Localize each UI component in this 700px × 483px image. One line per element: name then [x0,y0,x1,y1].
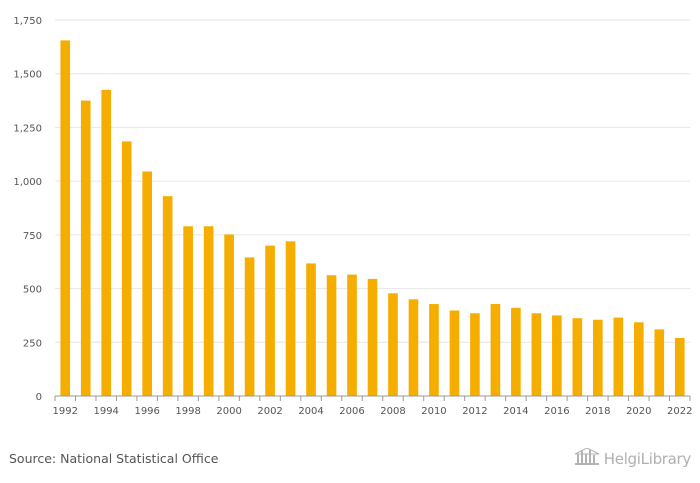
bar-2004 [306,263,316,396]
x-tick-label: 1998 [175,406,200,417]
bar-1992 [60,40,71,396]
bar-2012 [470,313,480,396]
bar-2009 [408,299,419,396]
bar-2007 [367,278,378,396]
x-tick-label: 1994 [93,406,118,417]
bar-2010 [429,304,439,396]
y-tick-label: 0 [36,392,42,403]
x-tick-label: 2002 [257,406,282,417]
y-tick-label: 1,750 [13,16,42,27]
y-tick-label: 750 [23,231,42,242]
x-tick-label: 2014 [503,406,528,417]
bar-2005 [326,275,337,396]
x-tick-label: 2012 [462,406,487,417]
bar-2001 [244,257,255,396]
bar-2019 [613,317,624,396]
footer: Source: National Statistical Office Helg… [0,440,700,483]
bar-1993 [80,100,91,396]
bar-2020 [633,322,644,396]
bar-2016 [552,315,562,396]
y-tick-label: 1,250 [13,123,42,134]
bar-2018 [593,319,603,396]
bar-1997 [162,196,173,396]
gridlines [55,19,690,343]
x-tick-label: 2022 [667,406,692,417]
x-tick-label: 1992 [53,406,78,417]
bar-2014 [511,307,521,396]
x-tick-label: 1996 [134,406,159,417]
brand-name: HelgiLibrary [603,450,692,468]
bar-2015 [531,313,542,396]
y-tick-label: 500 [23,285,42,296]
brand-logo: HelgiLibrary [574,447,692,470]
bar-1998 [183,226,193,396]
bar-2006 [347,274,357,396]
x-tick-label: 2020 [626,406,651,417]
bar-2000 [224,234,234,396]
bar-2008 [388,293,398,396]
y-tick-label: 250 [23,338,42,349]
bars [60,40,685,396]
y-tick-label: 1,500 [13,70,42,81]
x-tick-label: 2008 [380,406,405,417]
bar-2017 [572,318,583,396]
x-tick-label: 2000 [216,406,241,417]
bar-1999 [203,226,214,396]
bar-2002 [265,245,275,396]
x-tick-label: 2016 [544,406,569,417]
x-tick-label: 2006 [339,406,364,417]
y-axis-tick-labels: 0 250 500 750 1,000 1,250 1,500 1,750 [13,16,42,403]
bar-2003 [285,241,296,396]
bar-1995 [121,141,132,396]
y-tick-label: 1,000 [13,177,42,188]
x-axis-ticks: 1992 1994 1996 1998 2000 2002 2004 2006 2008 2010… [53,396,692,417]
x-tick-label: 2004 [298,406,323,417]
x-tick-label: 2018 [585,406,610,417]
x-tick-label: 2010 [421,406,446,417]
bar-2013 [490,304,501,396]
bar-1996 [142,171,152,396]
source-note: Source: National Statistical Office [9,451,219,466]
bar-2022 [674,337,685,396]
bar-2011 [449,310,460,396]
bar-2021 [654,329,665,396]
bar-1994 [101,89,112,396]
library-building-icon [574,447,600,470]
